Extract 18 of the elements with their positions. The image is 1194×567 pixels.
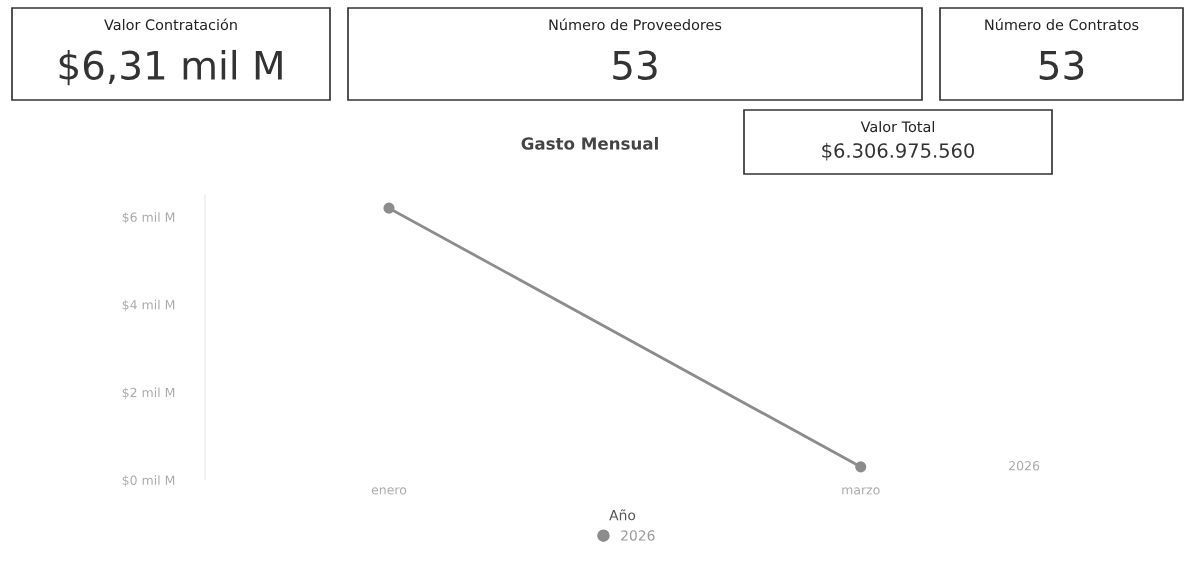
y-tick-label: $4 mil M <box>122 299 175 312</box>
y-tick-label: $0 mil M <box>122 475 175 487</box>
text: 53 <box>613 50 657 80</box>
text: Número de Contratos <box>985 18 1139 31</box>
text: 2026 <box>1009 461 1040 471</box>
text: Valor Total <box>860 121 935 133</box>
text: Valor Contratación <box>104 18 237 31</box>
x-tick-label: marzo <box>842 487 880 495</box>
y-tick-label: $2 mil M <box>122 387 175 399</box>
legend-label: 2026 <box>621 530 655 541</box>
legend-title: Año <box>609 509 636 521</box>
chart-title: Gasto Mensual <box>521 136 658 150</box>
y-tick-label: $6 mil M <box>122 212 175 224</box>
text: Número de Proveedores <box>549 18 722 31</box>
text: $6.306.975.560 <box>822 142 975 161</box>
x-tick-label: enero <box>371 487 407 495</box>
text: 53 <box>1039 50 1084 80</box>
text: $6,31 mil M <box>59 49 282 86</box>
